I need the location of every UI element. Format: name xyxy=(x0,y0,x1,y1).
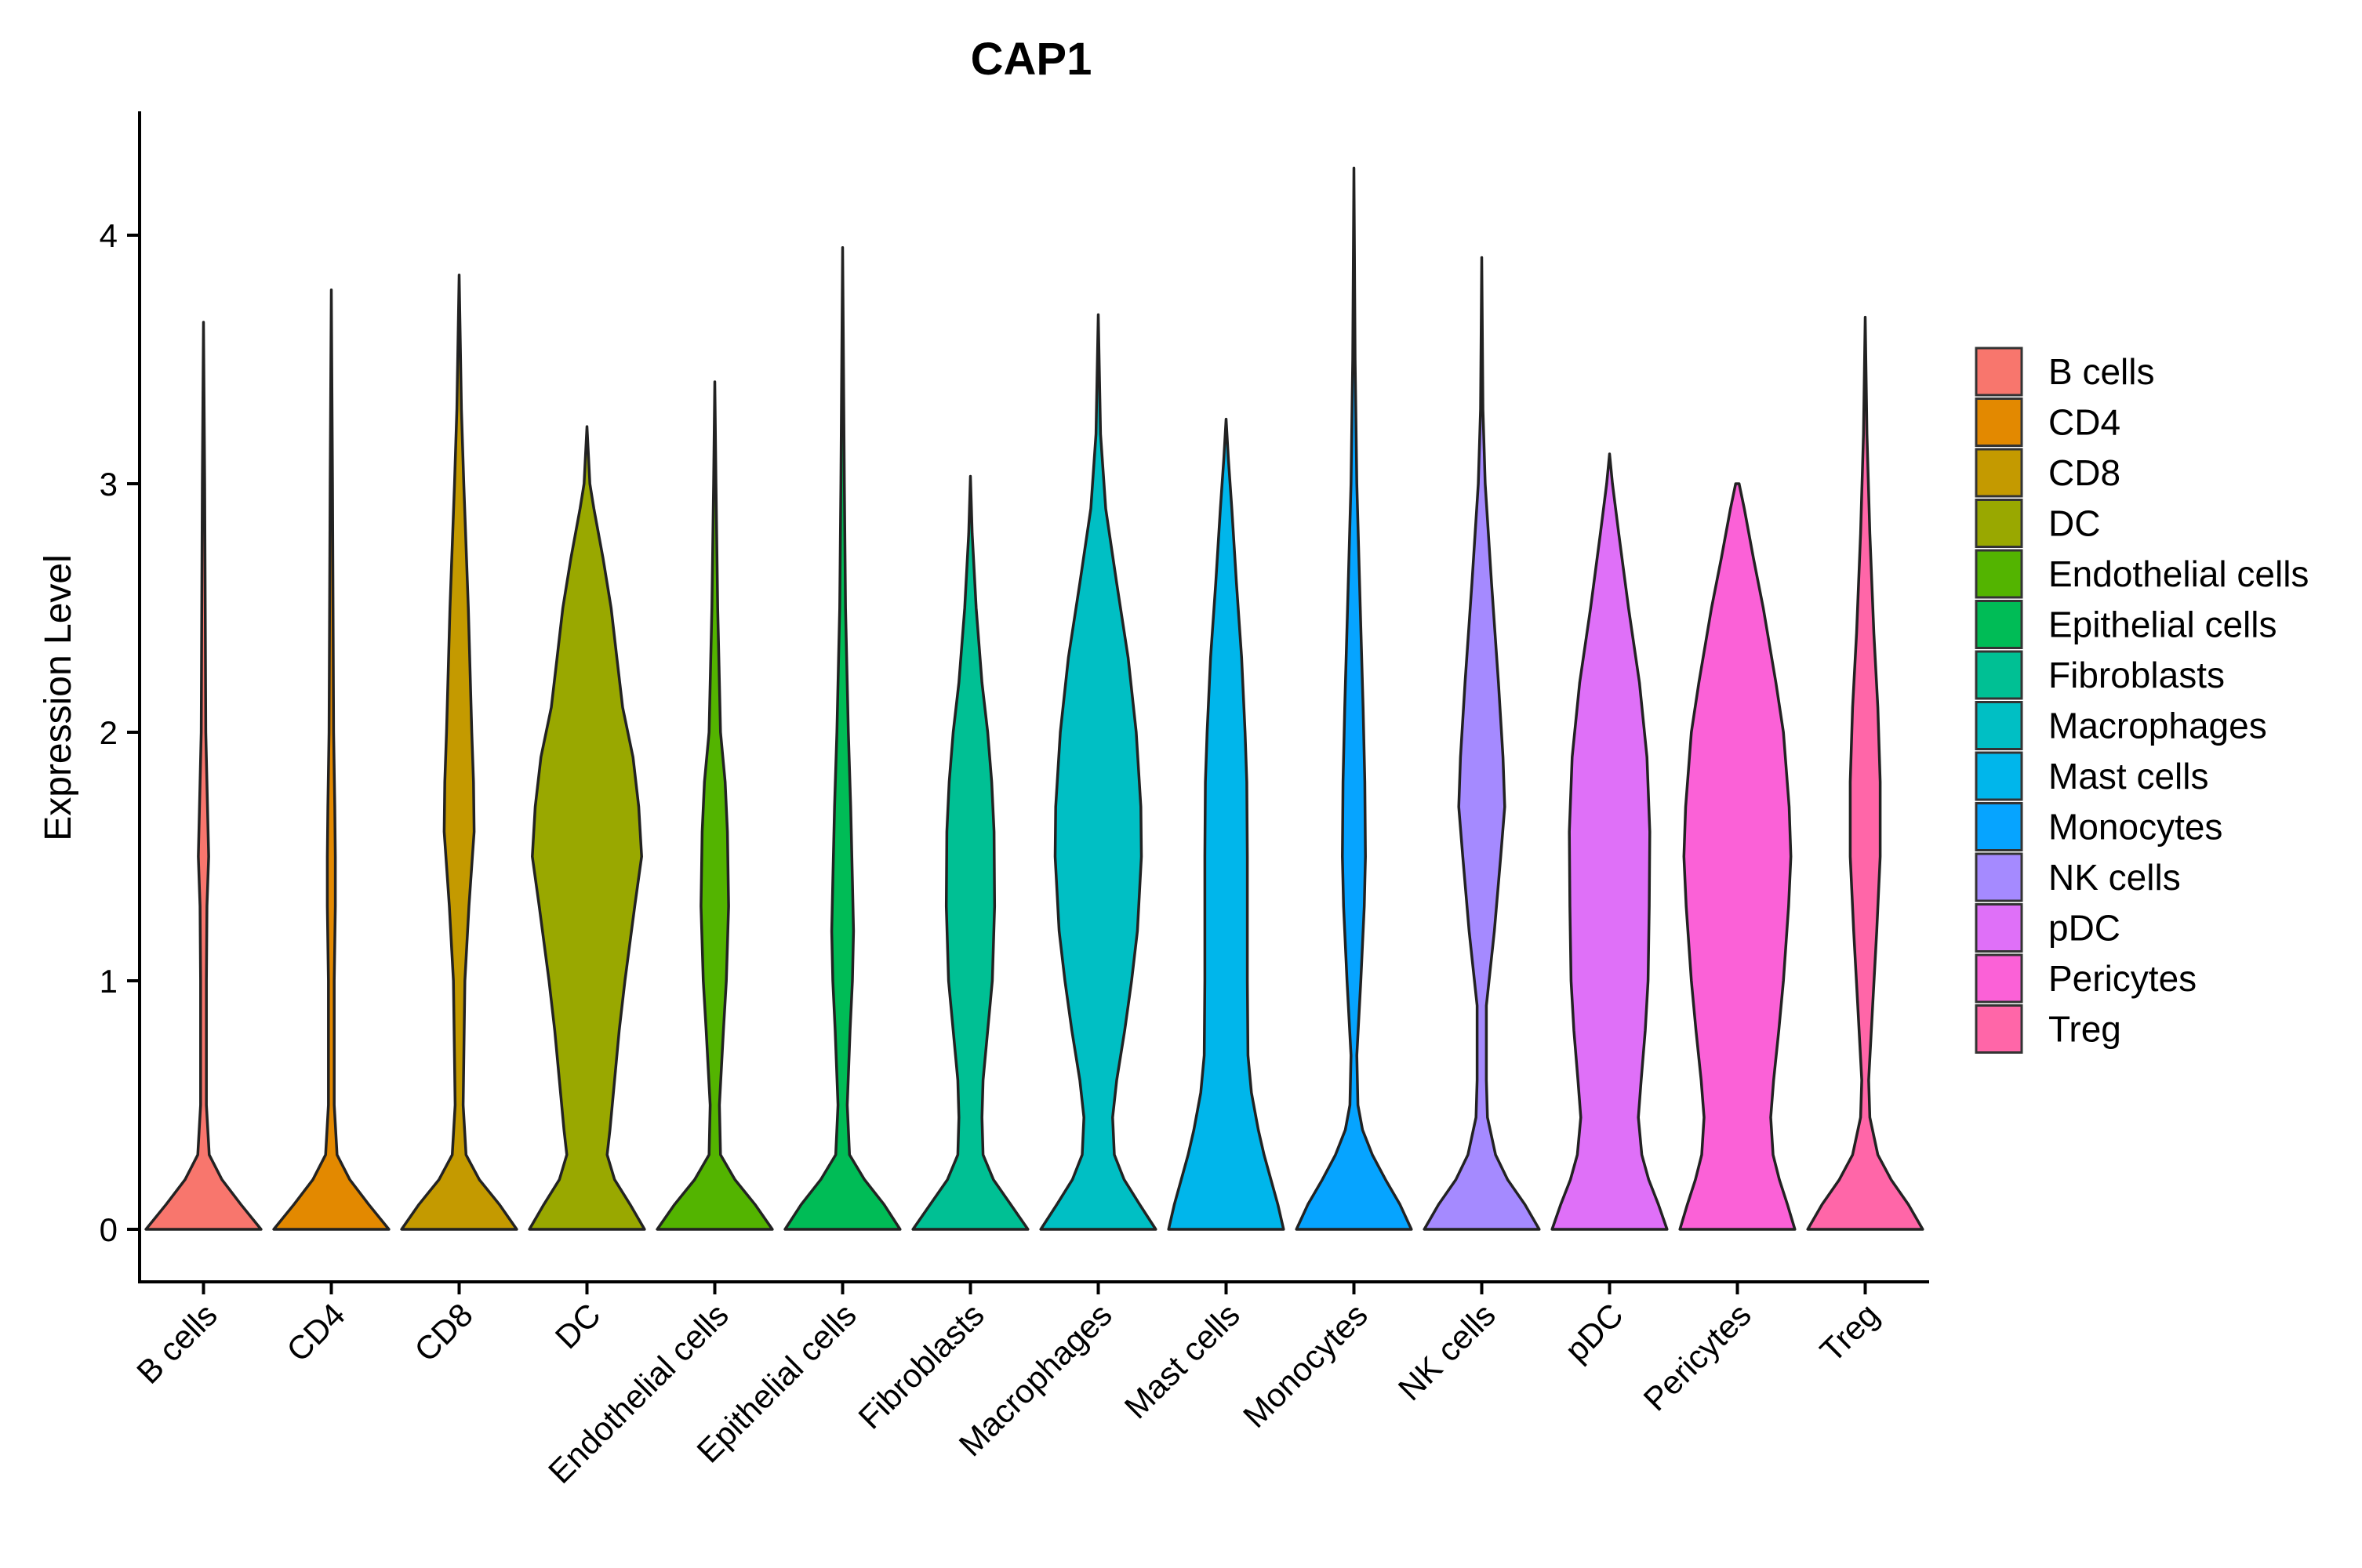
legend-swatch xyxy=(1975,499,2023,548)
legend-label: DC xyxy=(2048,503,2100,544)
y-tick-label: 3 xyxy=(100,466,118,503)
legend-swatch xyxy=(1975,802,2023,851)
chart-title: CAP1 xyxy=(971,34,1092,85)
x-tick-label: CD4 xyxy=(279,1296,352,1369)
legend-swatch xyxy=(1975,903,2023,953)
legend-swatch xyxy=(1975,650,2023,700)
legend-label: Mast cells xyxy=(2048,756,2208,797)
legend-swatch xyxy=(1975,600,2023,649)
y-axis-ticks: 0 1 2 3 4 xyxy=(100,217,140,1248)
x-tick-label: CD8 xyxy=(407,1296,480,1369)
violin-dc xyxy=(528,425,646,1231)
legend-label: B cells xyxy=(2048,351,2154,392)
legend-label: Macrophages xyxy=(2048,706,2267,746)
violin-group xyxy=(144,166,1924,1231)
y-axis-label: Expression Level xyxy=(38,554,79,841)
x-tick-label: Mast cells xyxy=(1117,1296,1247,1425)
x-tick-label: B cells xyxy=(129,1296,224,1391)
x-tick-label: Pericytes xyxy=(1636,1296,1757,1417)
violin-nk-cells xyxy=(1423,256,1541,1231)
legend-swatch xyxy=(1975,852,2023,902)
legend-swatch xyxy=(1975,549,2023,599)
legend-swatch xyxy=(1975,1004,2023,1054)
x-tick-label: pDC xyxy=(1557,1296,1630,1369)
x-tick-label: Fibroblasts xyxy=(851,1296,990,1436)
y-tick-label: 4 xyxy=(100,217,118,254)
legend-label: Fibroblasts xyxy=(2048,655,2225,695)
violin-pericytes xyxy=(1678,482,1797,1231)
violin-b-cells xyxy=(144,321,263,1231)
violin-treg xyxy=(1806,315,1924,1231)
legend-label: Pericytes xyxy=(2048,958,2197,999)
legend-label: pDC xyxy=(2048,908,2120,949)
legend-label: NK cells xyxy=(2048,857,2181,898)
x-tick-label: Treg xyxy=(1813,1296,1886,1369)
violin-cd8 xyxy=(400,273,518,1231)
x-tick-label: DC xyxy=(548,1296,608,1356)
legend-label: Epithelial cells xyxy=(2048,604,2277,645)
violin-monocytes xyxy=(1295,166,1413,1231)
y-tick-label: 0 xyxy=(100,1211,118,1248)
legend-label: Treg xyxy=(2048,1009,2121,1050)
violin-fibroblasts xyxy=(911,474,1030,1231)
violin-mast-cells xyxy=(1167,417,1285,1231)
legend-swatch xyxy=(1975,953,2023,1004)
legend-swatch xyxy=(1975,751,2023,801)
violin-cd4 xyxy=(272,288,391,1231)
violin-endothelial-cells xyxy=(656,380,774,1231)
legend-label: Endothelial cells xyxy=(2048,554,2309,594)
legend-swatch xyxy=(1975,397,2023,447)
legend-label: CD4 xyxy=(2048,402,2120,443)
legend-swatch xyxy=(1975,347,2023,397)
y-tick-label: 1 xyxy=(100,963,118,1000)
legend-swatch xyxy=(1975,448,2023,498)
violin-epithelial-cells xyxy=(783,246,902,1231)
violin-macrophages xyxy=(1039,313,1157,1231)
legend-label: Monocytes xyxy=(2048,807,2222,848)
x-tick-label: NK cells xyxy=(1391,1296,1503,1407)
legend-swatch xyxy=(1975,701,2023,750)
y-tick-label: 2 xyxy=(100,714,118,751)
x-tick-label: Monocytes xyxy=(1236,1296,1375,1435)
legend-label: CD8 xyxy=(2048,452,2120,493)
violin-pdc xyxy=(1550,452,1669,1231)
legend: B cells CD4 CD8 DC Endothelial cells Epitheli… xyxy=(1975,347,2309,1054)
